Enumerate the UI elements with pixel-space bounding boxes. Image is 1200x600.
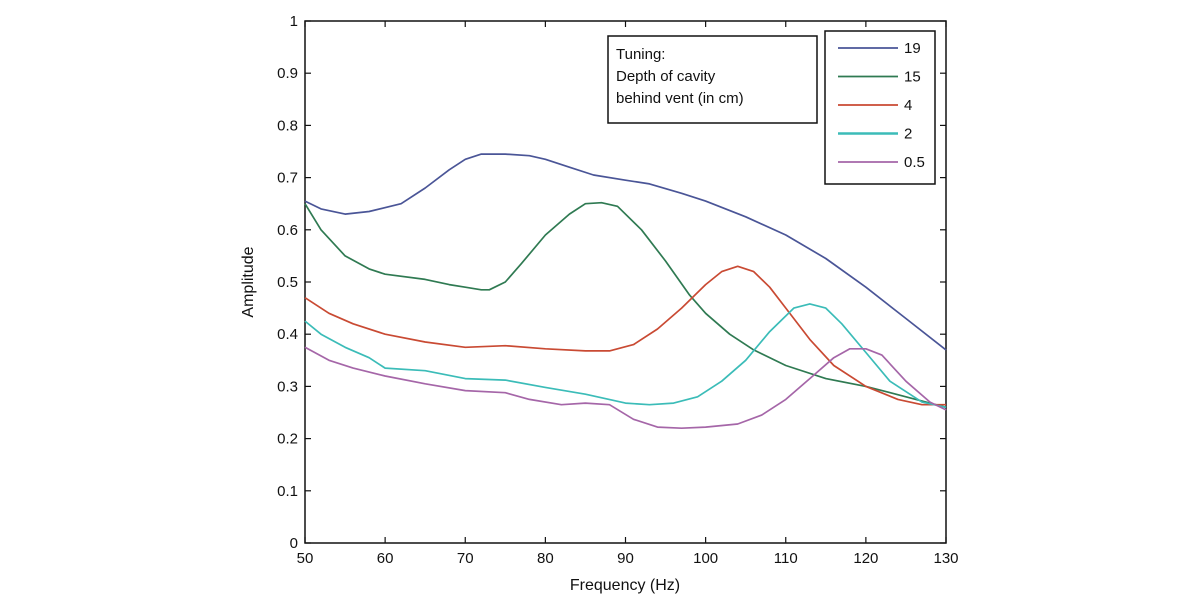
y-tick-label: 0.8 [277, 117, 298, 134]
legend: 19 15 4 2 0.5 [824, 30, 936, 185]
series-line-15 [304, 201, 947, 409]
y-tick-label: 0.2 [277, 431, 298, 448]
y-tick-label: 0.7 [277, 170, 298, 187]
annotation-box: Tuning: Depth of cavity behind vent (in … [607, 35, 818, 124]
y-tick-label: 0.9 [277, 65, 298, 82]
legend-label: 0.5 [904, 154, 925, 171]
x-tick-label: 70 [457, 550, 474, 567]
x-axis-title: Frequency (Hz) [570, 577, 680, 594]
series-line-2 [304, 303, 947, 409]
y-axis: 0 0.1 0.2 0.3 0.4 0.5 0.6 0.7 0.8 0.9 1 [277, 13, 946, 552]
annotation-line-3: behind vent (in cm) [616, 90, 744, 107]
x-tick-label: 100 [693, 550, 718, 567]
y-tick-label: 1 [290, 13, 298, 30]
x-tick-label: 90 [617, 550, 634, 567]
x-tick-label: 60 [377, 550, 394, 567]
series-lines [304, 153, 947, 430]
y-tick-label: 0.1 [277, 483, 298, 500]
legend-entries: 19 15 4 2 0.5 [838, 40, 925, 171]
series-line-0-5 [304, 346, 947, 430]
y-tick-label: 0 [290, 535, 298, 552]
legend-label: 2 [904, 126, 912, 143]
series-line-19 [304, 153, 947, 351]
x-tick-label: 120 [853, 550, 878, 567]
annotation-line-2: Depth of cavity [616, 68, 716, 85]
legend-label: 19 [904, 40, 921, 57]
y-tick-label: 0.6 [277, 222, 298, 239]
x-tick-label: 80 [537, 550, 554, 567]
legend-label: 4 [904, 97, 912, 114]
annotation-line-1: Tuning: [616, 46, 665, 63]
y-axis-title: Amplitude [240, 246, 257, 317]
x-tick-label: 130 [933, 550, 958, 567]
x-axis: 50 60 70 80 90 100 110 120 130 [297, 21, 959, 567]
y-tick-label: 0.4 [277, 326, 298, 343]
y-tick-label: 0.3 [277, 378, 298, 395]
annotation-border [607, 35, 818, 124]
legend-label: 15 [904, 69, 921, 86]
y-tick-label: 0.5 [277, 274, 298, 291]
x-tick-label: 50 [297, 550, 314, 567]
x-tick-label: 110 [774, 550, 798, 567]
legend-border [824, 30, 936, 185]
series-line-4 [304, 265, 946, 406]
